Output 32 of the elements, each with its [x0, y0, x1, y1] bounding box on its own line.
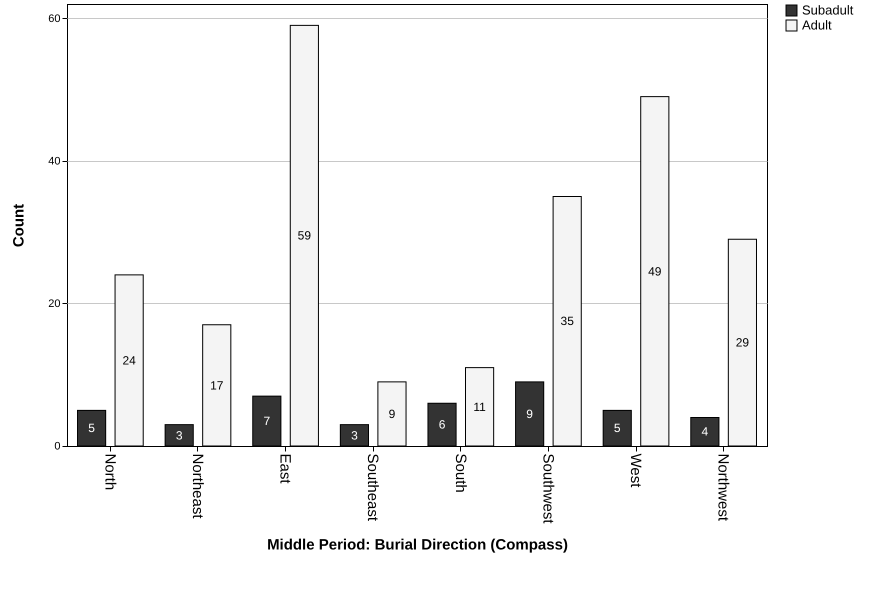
data-label: 29	[736, 336, 750, 350]
y-tick-label: 20	[48, 298, 60, 310]
data-label: 7	[263, 414, 270, 428]
data-label: 6	[438, 418, 446, 432]
y-axis-title: Count	[10, 204, 28, 248]
data-label: 5	[88, 421, 96, 436]
y-tick-label: 40	[48, 155, 60, 168]
data-label: 4	[702, 424, 709, 439]
x-tick-label: North	[101, 454, 118, 490]
data-label: 3	[351, 428, 358, 442]
x-tick-label: Southeast	[364, 454, 382, 522]
data-label: 59	[298, 228, 312, 243]
data-label: 24	[122, 353, 136, 368]
data-label: 17	[210, 378, 224, 392]
x-axis-title: Middle Period: Burial Direction (Compass)	[267, 536, 568, 554]
x-tick-label: East	[276, 454, 294, 484]
x-tick-label: Northeast	[188, 454, 206, 520]
data-label: 9	[388, 406, 396, 421]
x-tick-label: South	[452, 454, 469, 493]
x-tick-label: Southwest	[539, 454, 556, 524]
legend-label: Subadult	[802, 2, 854, 18]
x-tick-label: Northwest	[714, 454, 732, 522]
legend-label: Adult	[802, 18, 832, 32]
data-label: 35	[560, 314, 574, 328]
y-tick-label: 60	[48, 12, 60, 25]
data-label: 9	[526, 406, 534, 421]
x-tick-label: West	[627, 454, 644, 488]
data-label: 3	[176, 428, 183, 442]
data-label: 49	[648, 264, 662, 278]
data-label: 5	[614, 421, 621, 436]
data-label: 11	[473, 400, 486, 414]
y-tick-label: 0	[54, 440, 60, 452]
